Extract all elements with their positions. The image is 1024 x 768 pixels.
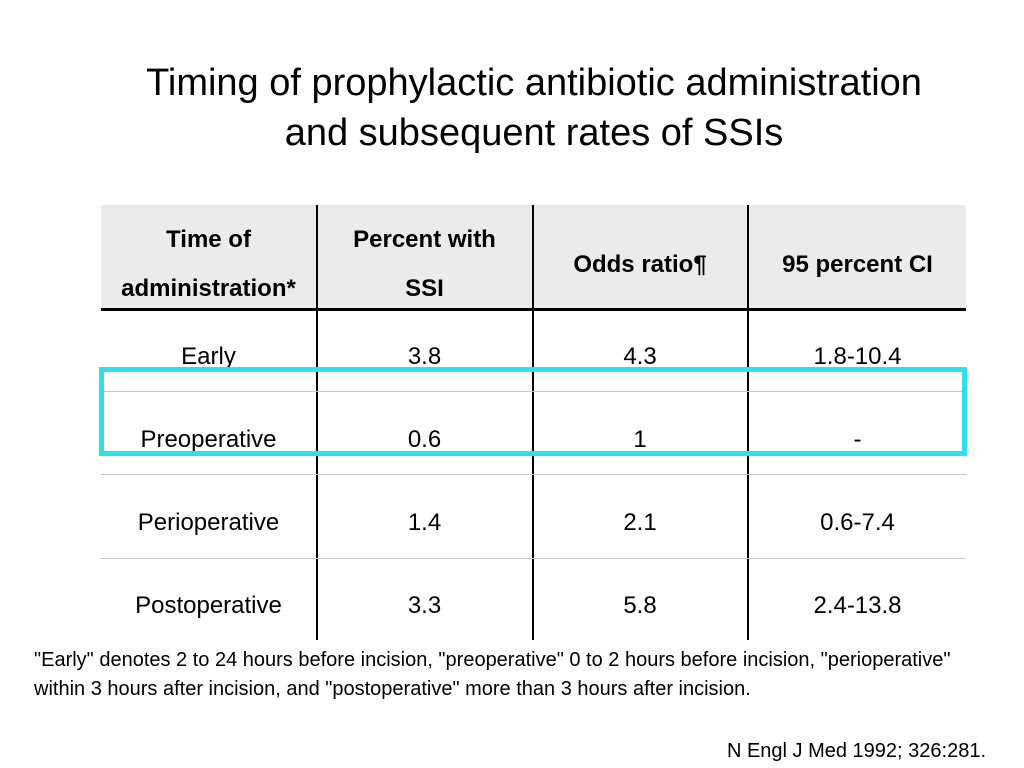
results-table: Time of administration* Percent with SSI… [101,205,966,640]
table-cell-ci: 0.6-7.4 [820,509,895,536]
header-time-line-1: Time of [166,226,251,253]
table-cell-ci: 2.4-13.8 [813,592,902,619]
header-percent-line-2: SSI [405,275,444,302]
table-cell-odds: 5.8 [623,592,657,619]
table-footnote: "Early" denotes 2 to 24 hours before inc… [34,649,951,700]
table-cell-ci: 1.8-10.4 [813,343,902,370]
column-divider [532,205,534,640]
preoperative-row-highlight [99,367,967,456]
row-divider [101,391,966,392]
slide-title: Timing of prophylactic antibiotic admini… [0,58,1024,158]
column-divider [747,205,749,640]
row-divider [101,558,966,559]
table-cell-odds: 2.1 [623,509,657,536]
column-divider [316,205,318,640]
table-cell-odds: 4.3 [623,343,657,370]
header-time-line-2: administration* [121,275,296,302]
table-cell-time: Preoperative [140,426,277,453]
table-cell-percent: 1.4 [407,509,442,536]
table-cell-time: Postoperative [135,592,282,619]
title-line-2: and subsequent rates of SSIs [284,112,784,154]
header-confidence-interval: 95 percent CI [782,251,933,278]
title-line-1: Timing of prophylactic antibiotic admini… [146,62,922,104]
table-cell-percent: 3.8 [407,343,442,370]
header-odds-ratio: Odds ratio¶ [573,251,707,278]
table-cell-ci: - [853,426,862,453]
table-cell-time: Perioperative [137,509,280,536]
table-cell-time: Early [181,343,236,370]
table-cell-odds: 1 [633,426,647,453]
table-cell-percent: 0.6 [407,426,442,453]
table-cell-percent: 3.3 [407,592,442,619]
header-percent-line-1: Percent with [353,226,496,253]
citation: N Engl J Med 1992; 326:281. [726,740,986,762]
row-divider [101,474,966,475]
